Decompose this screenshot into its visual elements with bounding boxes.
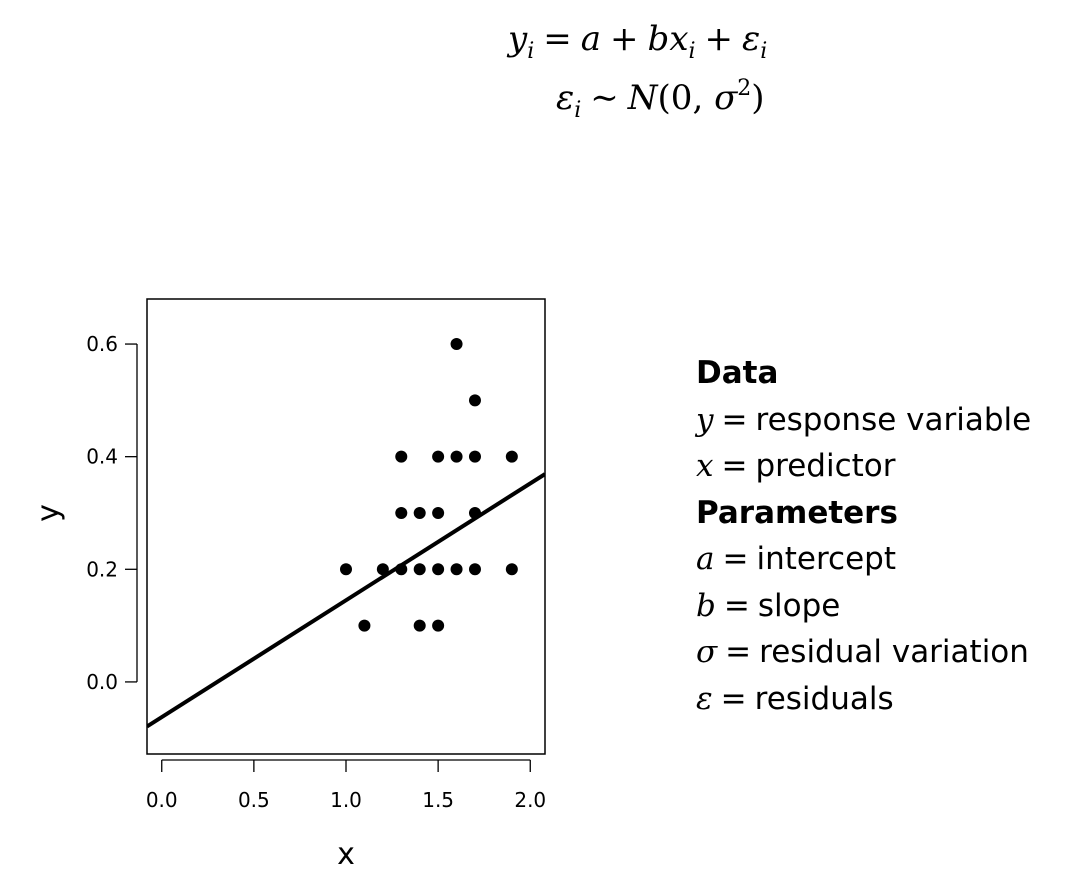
definition-label: residuals — [754, 680, 894, 717]
eq-epsilon: ε — [742, 19, 761, 59]
data-point — [432, 619, 445, 632]
definition-symbol: ε — [696, 680, 713, 717]
data-point — [413, 619, 426, 632]
parameter-items: a = intercept b = slope σ = residual variation ε =… — [696, 536, 1031, 722]
plot-frame — [146, 298, 546, 755]
eq-plus: + — [610, 19, 639, 59]
eq-equals: = — [543, 19, 572, 59]
data-point — [413, 563, 426, 576]
definitions-panel: Data y = response variable x = predictor Para… — [696, 350, 1031, 722]
definition-symbol: b — [696, 587, 716, 624]
data-point — [395, 506, 408, 519]
definition-label: response variable — [755, 401, 1032, 438]
y-tick-label: 0.4 — [86, 445, 118, 469]
definition-equals: = — [721, 401, 748, 438]
y-tick-label: 0.6 — [86, 332, 118, 356]
data-point — [468, 506, 481, 519]
eq-y: y — [508, 19, 528, 59]
data-point — [340, 563, 352, 576]
eq-y-subscript: i — [527, 39, 535, 64]
definition-row: y = response variable — [696, 397, 1031, 444]
definition-row: ε = residuals — [696, 676, 1031, 723]
y-axis-title: y — [31, 504, 66, 522]
eq-x-subscript: i — [688, 39, 696, 64]
eq-close-paren: ) — [751, 78, 765, 118]
eq-plus: + — [704, 19, 734, 59]
x-tick-label: 0.5 — [238, 788, 270, 812]
data-point — [432, 506, 445, 519]
eq-sigma: σ — [714, 78, 738, 118]
data-heading: Data — [696, 355, 779, 391]
data-point — [358, 619, 371, 632]
definition-symbol: y — [696, 401, 714, 438]
definition-label: residual variation — [759, 634, 1029, 670]
eq-b: b — [647, 19, 670, 59]
data-point — [376, 563, 389, 576]
data-point — [450, 338, 463, 351]
eq-normal: N — [627, 78, 658, 118]
data-items: y = response variable x = predictor — [696, 397, 1031, 490]
x-tick-label: 2.0 — [514, 788, 546, 812]
definition-equals: = — [720, 680, 747, 717]
definition-symbol: a — [696, 541, 715, 577]
y-tick-label: 0.0 — [86, 670, 118, 694]
eq-sigma-superscript: 2 — [737, 76, 752, 101]
eq-epsilon: ε — [556, 78, 575, 118]
data-point — [505, 563, 518, 576]
parameters-heading: Parameters — [696, 494, 898, 531]
data-point — [468, 563, 481, 576]
definition-symbol: σ — [696, 634, 718, 670]
data-point — [468, 394, 481, 407]
data-point — [395, 563, 408, 576]
eq-a: a — [580, 19, 602, 59]
definition-equals: = — [722, 541, 749, 577]
x-tick-label: 0.0 — [146, 788, 178, 812]
regression-line — [147, 472, 545, 729]
definition-equals: = — [721, 448, 748, 484]
y-tick-label: 0.2 — [86, 557, 118, 581]
eq-sim: ∼ — [590, 78, 619, 118]
definition-label: predictor — [755, 448, 896, 484]
data-point — [432, 563, 445, 576]
eq-epsilon-subscript: i — [574, 98, 582, 123]
eq-open-paren: (0, — [657, 78, 715, 118]
data-point — [413, 506, 426, 519]
definition-label: intercept — [756, 541, 896, 577]
definition-label: slope — [757, 587, 841, 624]
data-point — [505, 450, 518, 463]
error-distribution-equation: εi ∼ N(0, σ2) — [556, 78, 765, 122]
x-tick-label: 1.5 — [422, 788, 454, 812]
x-axis-title: x — [337, 837, 355, 872]
data-point — [395, 450, 408, 463]
definition-row: σ = residual variation — [696, 629, 1031, 676]
data-point — [450, 563, 463, 576]
model-equation: yi = a + bxi + εi — [508, 22, 767, 63]
definition-symbol: x — [696, 448, 714, 484]
eq-epsilon-subscript: i — [760, 39, 768, 64]
data-point — [468, 450, 481, 463]
definition-row: a = intercept — [696, 536, 1031, 583]
x-tick-label: 1.0 — [330, 788, 362, 812]
plot-layer: 0.0 0.5 1.0 1.5 2.0 0.0 0.2 0.4 0.6 x y — [31, 298, 546, 872]
definition-row: x = predictor — [696, 443, 1031, 490]
data-point — [450, 450, 463, 463]
eq-x: x — [669, 19, 689, 59]
definition-equals: = — [725, 634, 752, 670]
definition-equals: = — [723, 587, 750, 624]
definition-row: b = slope — [696, 583, 1031, 630]
data-point — [432, 450, 445, 463]
scatter-plot: 0.0 0.5 1.0 1.5 2.0 0.0 0.2 0.4 0.6 x y — [31, 298, 546, 872]
